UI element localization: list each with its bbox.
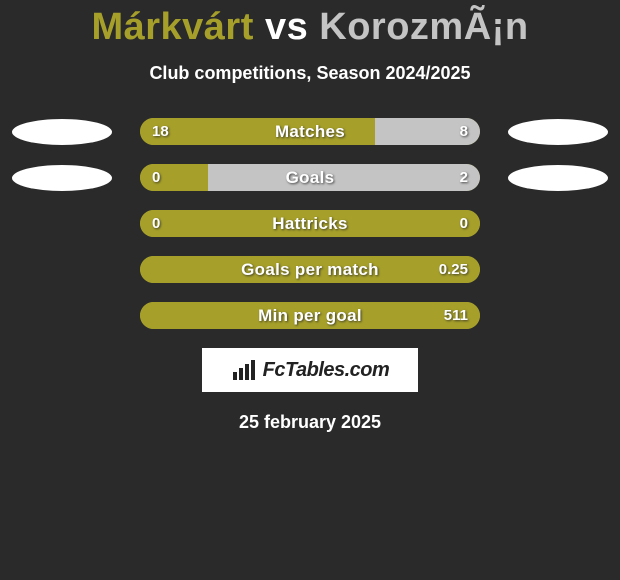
stat-row: 0.25Goals per match: [0, 256, 620, 283]
stat-label: Matches: [140, 118, 480, 145]
comparison-widget: Márkvárt vs KorozmÃ¡n Club competitions,…: [0, 0, 620, 433]
bars-icon: [231, 358, 259, 382]
right-blob: [508, 119, 608, 145]
stat-row: 02Goals: [0, 164, 620, 191]
player1-name: Márkvárt: [91, 6, 253, 48]
stat-bar: 0.25Goals per match: [140, 256, 480, 283]
logo-text: FcTables.com: [263, 359, 390, 382]
stat-label: Min per goal: [140, 302, 480, 329]
stat-bar: 00Hattricks: [140, 210, 480, 237]
stat-rows: 188Matches 02Goals 00Hattricks 0.25Goals pe…: [0, 118, 620, 329]
stat-row: 511Min per goal: [0, 302, 620, 329]
stat-label: Goals per match: [140, 256, 480, 283]
date: 25 february 2025: [0, 412, 620, 433]
right-blob: [508, 165, 608, 191]
stat-label: Hattricks: [140, 210, 480, 237]
stat-bar: 511Min per goal: [140, 302, 480, 329]
stat-row: 00Hattricks: [0, 210, 620, 237]
title: Márkvárt vs KorozmÃ¡n: [0, 6, 620, 49]
logo: FcTables.com: [231, 358, 390, 382]
stat-bar: 188Matches: [140, 118, 480, 145]
stat-row: 188Matches: [0, 118, 620, 145]
player2-name: KorozmÃ¡n: [319, 6, 528, 48]
stat-bar: 02Goals: [140, 164, 480, 191]
subtitle: Club competitions, Season 2024/2025: [0, 63, 620, 84]
stat-label: Goals: [140, 164, 480, 191]
vs-text: vs: [265, 6, 308, 48]
logo-box: FcTables.com: [202, 348, 418, 392]
left-blob: [12, 165, 112, 191]
left-blob: [12, 119, 112, 145]
